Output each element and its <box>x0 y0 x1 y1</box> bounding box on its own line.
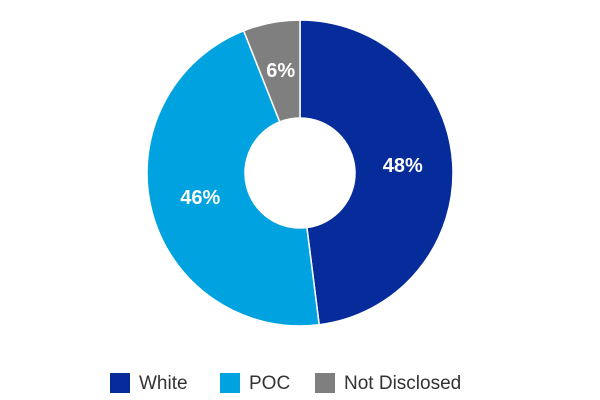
legend-swatch <box>315 373 335 393</box>
value-label: 46% <box>180 187 220 209</box>
slice <box>299 19 454 326</box>
legend-label: White <box>139 373 188 394</box>
legend-swatch <box>110 373 130 393</box>
legend-label: POC <box>249 373 290 394</box>
slice <box>146 29 321 327</box>
value-label: 6% <box>266 60 295 82</box>
legend-label: Not Disclosed <box>344 373 461 394</box>
slice <box>242 19 301 123</box>
value-label: 48% <box>383 155 423 177</box>
legend-swatch <box>220 373 240 393</box>
